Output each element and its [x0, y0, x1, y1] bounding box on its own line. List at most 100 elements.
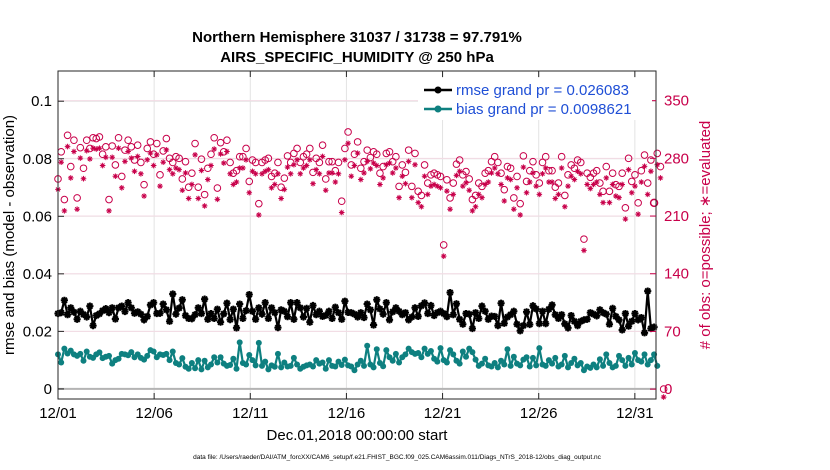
- bias-point: [230, 355, 237, 362]
- obs-evaluated-marker: [514, 184, 520, 191]
- obs-evaluated-marker: [415, 199, 421, 206]
- bias-point: [552, 354, 559, 361]
- obs-possible-marker: [519, 152, 528, 160]
- x-tick-labels: 12/01 12/06 12/11 12/16 12/21 12/26 12/31: [39, 405, 653, 422]
- rmse-point: [398, 311, 406, 319]
- bias-point: [208, 361, 215, 368]
- bias-point: [144, 352, 151, 359]
- obs-possible-marker: [570, 164, 579, 173]
- obs-evaluated-marker: [262, 168, 268, 175]
- rmse-point: [331, 303, 339, 311]
- rmse-point: [564, 324, 572, 332]
- obs-evaluated-marker: [549, 179, 555, 185]
- bias-point: [195, 357, 202, 364]
- obs-possible-marker: [321, 175, 330, 183]
- bias-point: [504, 346, 511, 353]
- rmse-point: [261, 299, 269, 307]
- obs-evaluated-marker: [281, 186, 288, 193]
- rmse-point: [287, 299, 295, 307]
- obs-evaluated-marker: [437, 184, 444, 191]
- obs-evaluated-marker: [166, 166, 173, 173]
- obs-evaluated-marker: [571, 176, 578, 183]
- bias-point: [654, 362, 661, 369]
- obs-possible-marker: [293, 144, 301, 153]
- obs-evaluated-marker: [495, 170, 501, 177]
- bias-point: [278, 364, 285, 371]
- obs-evaluated-marker: [319, 153, 326, 160]
- obs-possible-marker: [411, 149, 419, 158]
- rmse-point: [395, 307, 403, 315]
- rmse-point: [526, 320, 534, 329]
- rmse-point: [612, 312, 620, 321]
- obs-possible-marker: [490, 152, 499, 161]
- obs-evaluated-marker: [399, 173, 406, 180]
- rmse-point: [229, 305, 237, 313]
- obs-evaluated-marker: [402, 180, 409, 187]
- rmse-point: [242, 307, 250, 315]
- obs-possible-marker: [242, 144, 250, 153]
- rmse-point: [130, 309, 139, 317]
- obs-evaluated-marker: [144, 156, 151, 163]
- obs-possible-marker: [239, 152, 247, 161]
- obs-evaluated-marker: [358, 176, 364, 183]
- obs-evaluated-marker: [278, 195, 284, 202]
- rmse-point: [194, 304, 202, 312]
- rmse-point: [83, 313, 91, 321]
- chart-title: Northern Hemisphere 31037 / 31738 = 97.7…: [192, 29, 522, 46]
- bias-point: [568, 360, 575, 367]
- obs-evaluated-marker: [412, 161, 418, 168]
- bias-point: [357, 357, 364, 364]
- obs-possible-marker: [175, 154, 183, 163]
- obs-evaluated-marker: [460, 183, 466, 189]
- rmse-point: [67, 304, 75, 312]
- bias-point: [380, 363, 387, 370]
- obs-possible-marker: [105, 195, 113, 204]
- obs-possible-marker: [210, 133, 218, 142]
- obs-possible-marker: [624, 154, 633, 163]
- rmse-point: [618, 326, 626, 334]
- bias-point: [593, 364, 600, 371]
- rmse-point: [596, 306, 604, 314]
- rmse-point: [191, 311, 199, 319]
- rmse-point: [567, 311, 575, 320]
- rmse-point: [357, 309, 365, 317]
- obs-possible-marker: [207, 150, 215, 159]
- obs-evaluated-marker: [606, 199, 613, 206]
- obs-evaluated-marker: [485, 179, 492, 185]
- obs-evaluated-marker: [83, 147, 90, 154]
- bias-point: [603, 351, 610, 358]
- rmse-point: [127, 304, 135, 312]
- rmse-point: [60, 296, 68, 304]
- obs-evaluated-marker: [106, 208, 112, 214]
- rmse-point: [535, 320, 543, 328]
- rmse-point: [507, 311, 515, 319]
- obs-evaluated-marker: [58, 159, 64, 166]
- obs-evaluated-marker: [169, 170, 176, 177]
- obs-evaluated-marker: [220, 160, 227, 166]
- rmse-point: [433, 309, 441, 317]
- bias-point: [233, 365, 240, 372]
- obs-evaluated-marker: [536, 191, 543, 198]
- obs-evaluated-marker: [370, 160, 377, 166]
- obs-possible-marker: [200, 190, 209, 199]
- rmse-point: [471, 309, 480, 317]
- obs-possible-marker: [449, 179, 458, 187]
- obs-possible-marker: [70, 136, 78, 145]
- rmse-point: [628, 317, 636, 325]
- bias-point: [128, 349, 135, 356]
- rmse-point: [510, 307, 518, 315]
- obs-possible-marker: [385, 147, 394, 156]
- obs-evaluated-marker: [64, 143, 71, 150]
- obs-evaluated-marker: [568, 173, 574, 180]
- obs-evaluated-marker: [109, 154, 115, 161]
- obs-evaluated-marker: [236, 165, 243, 171]
- bias-point: [482, 355, 489, 362]
- obs-evaluated-marker: [294, 156, 300, 163]
- rmse-point: [274, 324, 282, 332]
- obs-evaluated-marker: [641, 163, 648, 170]
- obs-evaluated-marker: [364, 158, 370, 165]
- obs-possible-marker: [392, 152, 400, 161]
- obs-evaluated-marker: [348, 173, 355, 180]
- obs-possible-marker: [640, 151, 649, 159]
- rmse-point: [561, 320, 569, 328]
